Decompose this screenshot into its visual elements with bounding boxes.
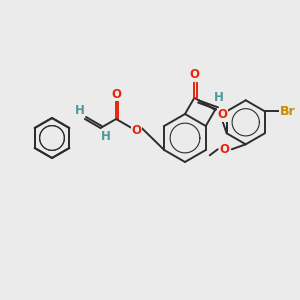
Text: Br: Br <box>280 105 296 118</box>
Text: H: H <box>214 91 224 104</box>
Text: O: O <box>132 124 142 136</box>
Text: O: O <box>189 68 199 81</box>
Text: H: H <box>100 130 110 143</box>
Text: H: H <box>75 103 85 116</box>
Text: O: O <box>220 143 230 156</box>
Text: O: O <box>111 88 121 100</box>
Text: O: O <box>217 108 227 121</box>
